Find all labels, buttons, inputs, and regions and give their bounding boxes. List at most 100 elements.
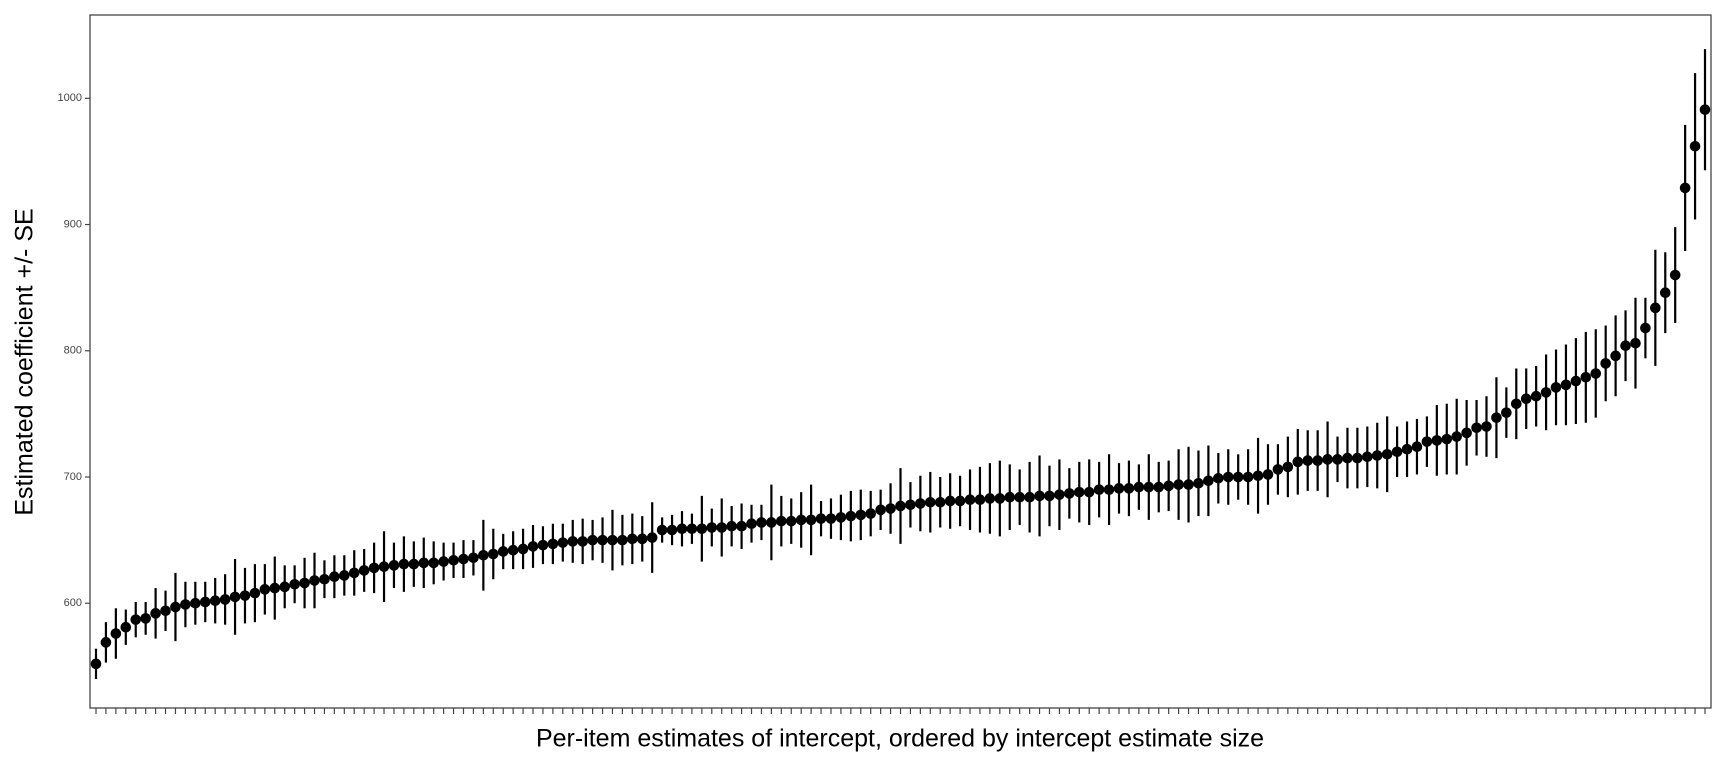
point xyxy=(90,658,102,670)
point xyxy=(835,512,847,523)
point xyxy=(1530,390,1542,402)
point xyxy=(1034,490,1045,502)
point xyxy=(1252,470,1264,482)
point xyxy=(716,522,728,533)
point xyxy=(1580,371,1592,383)
point xyxy=(1461,427,1472,439)
point xyxy=(1133,481,1145,493)
point xyxy=(1093,484,1105,495)
point xyxy=(1669,269,1681,281)
point xyxy=(1510,398,1522,410)
point xyxy=(1342,452,1353,464)
point xyxy=(1123,483,1135,494)
point xyxy=(1491,412,1502,423)
point xyxy=(1352,452,1363,464)
point xyxy=(627,533,638,545)
point xyxy=(537,539,549,551)
point xyxy=(388,560,400,571)
point xyxy=(1153,481,1165,493)
point xyxy=(1630,337,1641,349)
point xyxy=(319,573,330,585)
point xyxy=(259,584,271,595)
point xyxy=(994,493,1006,504)
point xyxy=(1282,461,1294,473)
point xyxy=(209,595,221,607)
point xyxy=(329,571,340,583)
point xyxy=(1073,486,1085,498)
point xyxy=(815,513,827,524)
point xyxy=(855,509,867,521)
point xyxy=(1560,379,1572,391)
point xyxy=(160,605,171,617)
point xyxy=(1371,450,1383,461)
point xyxy=(1213,472,1224,484)
point xyxy=(676,523,688,535)
point xyxy=(140,613,151,624)
point xyxy=(249,587,261,599)
y-tick-label: 600 xyxy=(64,597,82,609)
point xyxy=(1679,182,1691,194)
point xyxy=(1064,488,1075,499)
point xyxy=(1421,436,1433,447)
point xyxy=(636,533,648,545)
point xyxy=(448,555,459,566)
point xyxy=(1004,491,1016,503)
point xyxy=(130,614,142,625)
point xyxy=(1471,422,1482,434)
point xyxy=(348,567,360,579)
point xyxy=(1193,478,1204,489)
x-axis-title: Per-item estimates of intercept, ordered… xyxy=(536,725,1264,753)
point xyxy=(1391,446,1403,458)
point xyxy=(110,628,122,639)
point xyxy=(219,594,231,605)
point xyxy=(964,494,976,506)
point xyxy=(1044,490,1055,502)
point xyxy=(269,582,281,594)
point xyxy=(358,565,370,576)
point xyxy=(656,524,668,536)
point xyxy=(438,556,449,567)
point xyxy=(339,570,350,581)
point xyxy=(487,548,499,560)
point xyxy=(1659,287,1671,299)
point xyxy=(726,520,737,532)
point xyxy=(507,544,519,556)
point xyxy=(1381,448,1393,460)
point xyxy=(776,515,787,527)
point xyxy=(1620,340,1631,352)
point xyxy=(1183,479,1194,490)
point xyxy=(368,562,380,574)
point xyxy=(905,499,916,511)
point xyxy=(1113,483,1125,494)
point xyxy=(1699,104,1711,115)
point xyxy=(607,534,618,546)
point xyxy=(299,577,310,589)
point xyxy=(150,608,161,619)
point xyxy=(736,520,747,532)
point xyxy=(1302,455,1314,466)
point xyxy=(1451,431,1462,442)
point xyxy=(517,543,529,555)
point xyxy=(686,523,698,535)
point xyxy=(617,534,628,546)
point xyxy=(1083,486,1095,498)
point xyxy=(1590,368,1602,379)
point xyxy=(199,596,211,608)
point xyxy=(1550,382,1562,393)
point xyxy=(378,561,390,572)
point xyxy=(1401,443,1413,455)
point xyxy=(1441,433,1453,445)
point xyxy=(1312,455,1323,466)
point xyxy=(1272,464,1284,475)
point xyxy=(1242,471,1254,483)
point xyxy=(497,546,509,557)
point xyxy=(170,601,181,613)
point xyxy=(756,517,767,528)
point xyxy=(1689,140,1701,152)
point xyxy=(746,518,757,530)
point xyxy=(895,500,906,512)
point xyxy=(875,504,886,516)
plot-frame xyxy=(89,14,1712,709)
point xyxy=(984,493,996,504)
